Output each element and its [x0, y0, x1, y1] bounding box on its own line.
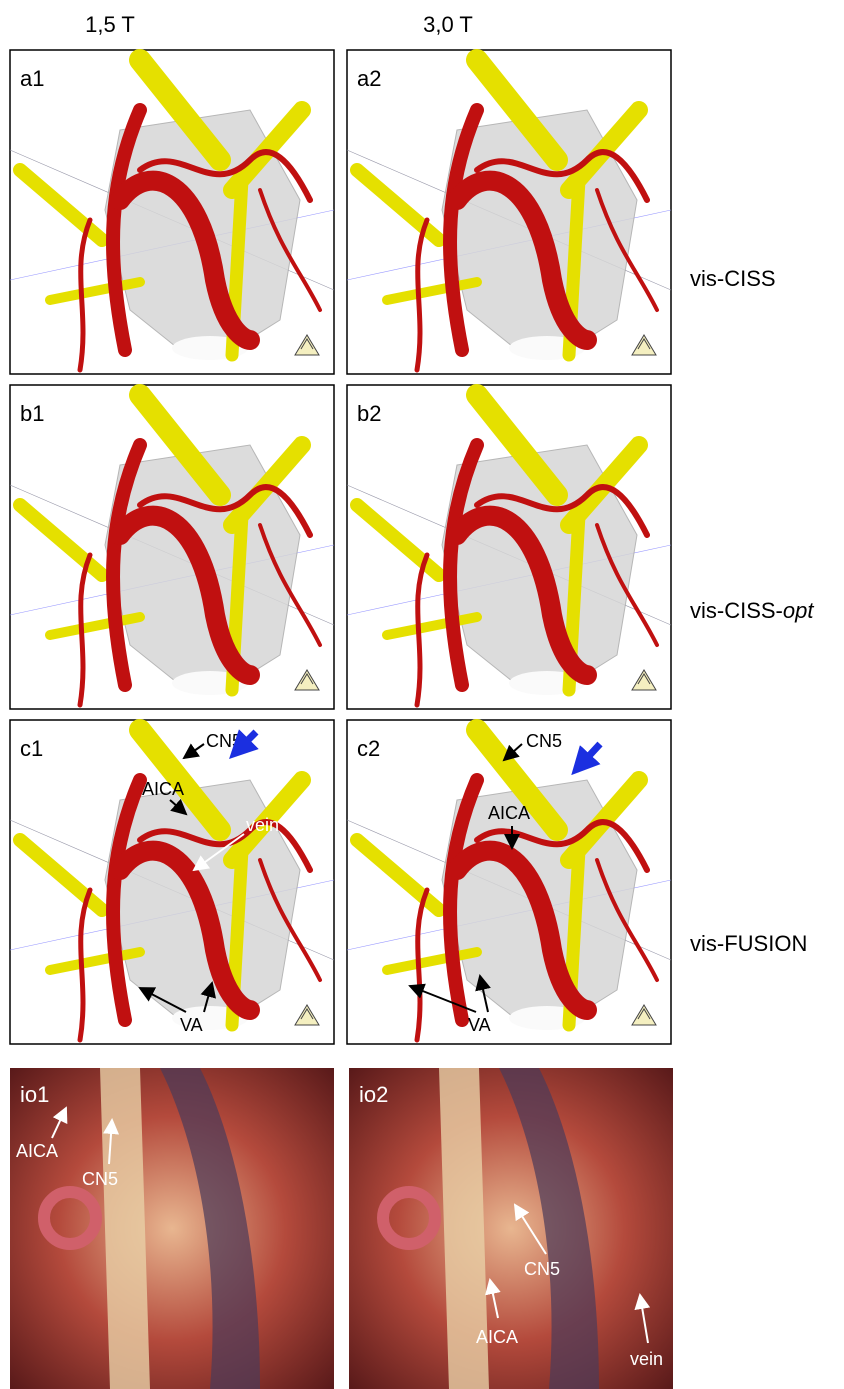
column-header: 3,0 T [423, 12, 473, 37]
annotation: CN5 [82, 1169, 118, 1189]
row-label-text: vis-CISS- [690, 598, 783, 623]
figure: 1,5 T 3,0 T vis-CISS vis-CISS-opt vis-FU… [0, 0, 844, 1389]
row-label-italic: opt [783, 598, 814, 623]
column-header: 1,5 T [85, 12, 135, 37]
panel-label: c1 [20, 736, 43, 761]
render-panel [347, 385, 671, 709]
annotation: VA [180, 1015, 203, 1035]
panel-label: a1 [20, 66, 44, 91]
panel-label: io2 [359, 1082, 388, 1107]
row-label: vis-FUSION [690, 931, 807, 956]
panel-label: a2 [357, 66, 381, 91]
panel-label: b1 [20, 401, 44, 426]
annotation: CN5 [526, 731, 562, 751]
render-panel [347, 50, 671, 374]
row-label: vis-CISS [690, 266, 776, 291]
render-panel [10, 50, 334, 374]
annotation: vein [246, 815, 279, 835]
annotation: AICA [142, 779, 184, 799]
annotation: VA [468, 1015, 491, 1035]
panel-label: io1 [20, 1082, 49, 1107]
render-panel [10, 720, 334, 1044]
annotation: AICA [476, 1327, 518, 1347]
panel-label: b2 [357, 401, 381, 426]
annotation: vein [630, 1349, 663, 1369]
panel-label: c2 [357, 736, 380, 761]
annotation: CN5 [524, 1259, 560, 1279]
row-label: vis-CISS-opt [690, 598, 814, 623]
photo-panel [10, 1068, 334, 1389]
render-panel [10, 385, 334, 709]
annotation: AICA [488, 803, 530, 823]
render-panel [347, 720, 671, 1044]
annotation: AICA [16, 1141, 58, 1161]
